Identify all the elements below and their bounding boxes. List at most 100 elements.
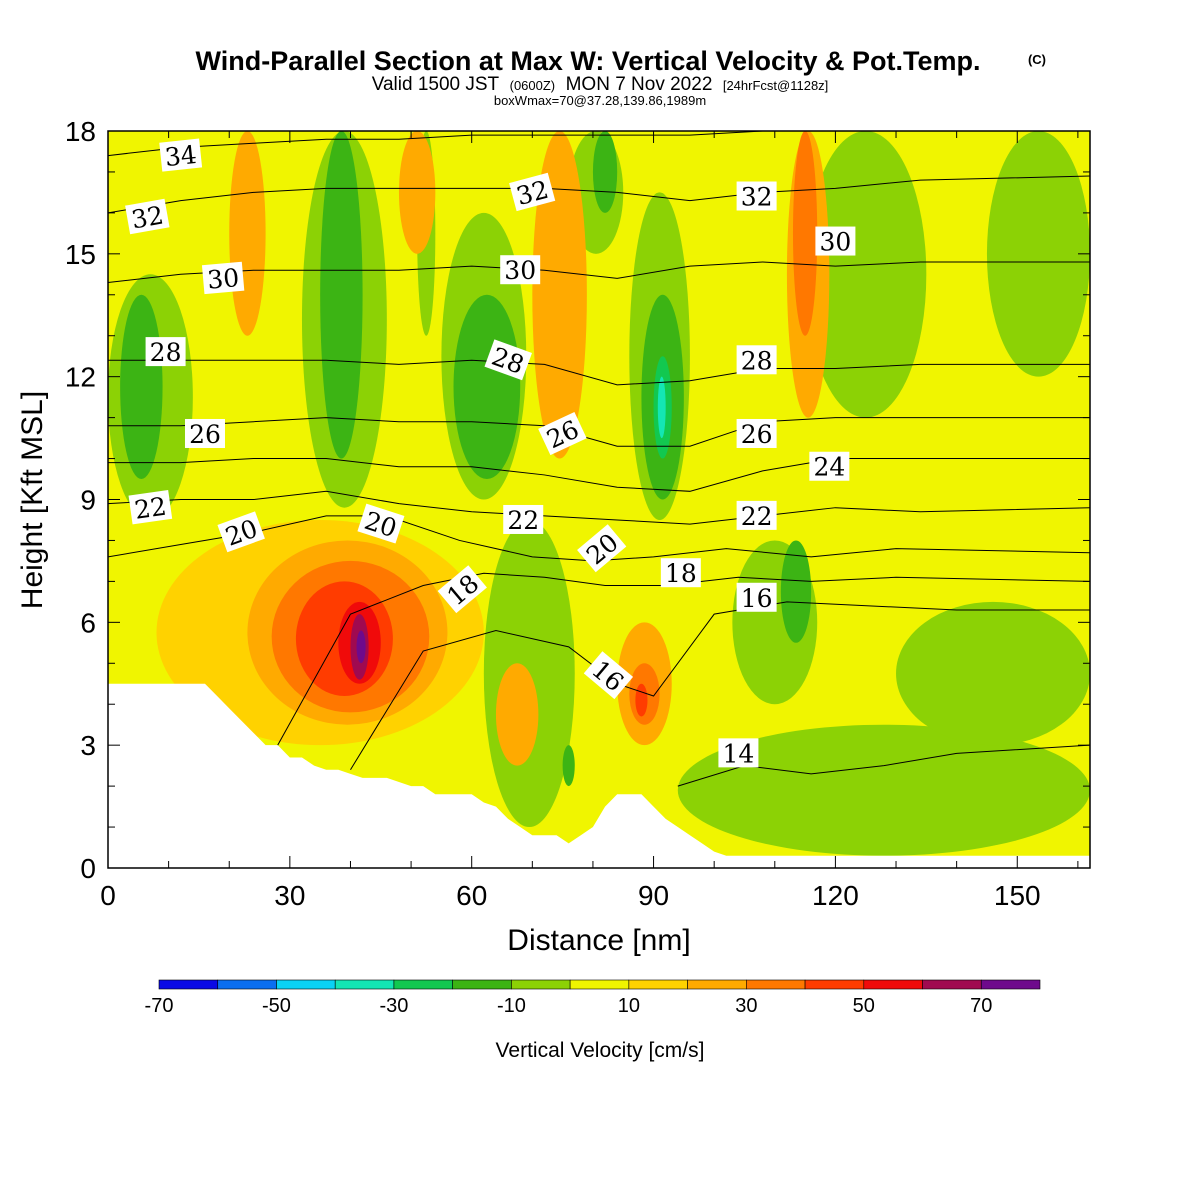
contour-label-box xyxy=(128,490,173,525)
contour-label-text: 22 xyxy=(133,492,169,525)
velocity-cell xyxy=(229,131,266,336)
colorbar-swatch xyxy=(276,979,336,990)
contour-label-box xyxy=(437,565,487,614)
velocity-cell xyxy=(356,630,366,664)
contour-label-text: 16 xyxy=(741,584,773,613)
x-axis-title: Distance [nm] xyxy=(507,924,690,957)
contour-label: 26 xyxy=(736,418,777,449)
contour-label-box xyxy=(509,172,556,212)
contour-label: 22 xyxy=(736,500,777,531)
contour-label: 16 xyxy=(736,582,777,613)
colorbar-title: Vertical Velocity [cm/s] xyxy=(496,1039,705,1062)
contour-label: 30 xyxy=(201,261,245,295)
copyright-mark: (C) xyxy=(1028,52,1046,67)
x-tick-label: 150 xyxy=(994,880,1041,911)
colorbar-swatch xyxy=(922,979,982,990)
contour-label-box xyxy=(583,651,634,700)
y-tick-label: 18 xyxy=(65,116,96,147)
velocity-cell xyxy=(562,745,575,787)
velocity-field xyxy=(108,131,1090,868)
valid-time-date: MON 7 Nov 2022 xyxy=(566,74,713,95)
colorbar-tick-label: 10 xyxy=(618,995,640,1017)
colorbar-swatch xyxy=(863,979,923,990)
velocity-cell xyxy=(780,540,812,643)
chart-titles: Wind-Parallel Section at Max W: Vertical… xyxy=(196,46,1047,108)
colorbar-tick-label: -30 xyxy=(379,995,408,1017)
velocity-cell xyxy=(896,601,1090,746)
colorbar-tick-label: -70 xyxy=(145,995,174,1017)
velocity-cell xyxy=(532,131,587,459)
contour-label: 30 xyxy=(500,255,541,285)
x-tick-label: 90 xyxy=(638,880,669,911)
colorbar-swatch xyxy=(804,979,865,990)
theta-contour-line xyxy=(677,744,1090,787)
contour-label-box xyxy=(736,582,777,612)
theta-contour-line xyxy=(277,572,1090,746)
y-tick-label: 12 xyxy=(65,362,96,393)
valid-time-utc: (0600Z) xyxy=(510,78,556,93)
contour-label-text: 30 xyxy=(820,228,852,257)
axes: 0 30 60 90 120 150 0 3 6 9 12 15 18 xyxy=(65,116,1090,911)
contour-label-box xyxy=(357,503,405,544)
contour-label: 22 xyxy=(128,490,173,525)
terrain xyxy=(108,683,1090,868)
velocity-cell xyxy=(120,294,163,480)
valid-time-prefix: Valid 1500 JST xyxy=(372,74,500,95)
colorbar-swatch xyxy=(511,979,571,990)
velocity-cell xyxy=(592,131,618,213)
theta-contour-line xyxy=(108,359,1090,386)
colorbar: -70 -50 -30 -10 10 30 50 70 xyxy=(145,979,1041,1017)
theta-contour-line xyxy=(108,131,1090,157)
colorbar-swatch xyxy=(334,979,395,990)
contour-label: 32 xyxy=(736,181,777,212)
contour-label: 34 xyxy=(159,138,203,172)
velocity-cell xyxy=(453,294,521,480)
contour-label: 22 xyxy=(503,504,544,535)
theta-contour-line xyxy=(108,261,1090,283)
colorbar-tick-label: -10 xyxy=(497,995,526,1017)
contour-label-text: 30 xyxy=(504,256,536,285)
colorbar-swatch xyxy=(980,979,1041,990)
y-tick-label: 0 xyxy=(80,853,96,884)
velocity-cell xyxy=(495,663,539,766)
contour-label: 24 xyxy=(809,451,850,482)
colorbar-swatch xyxy=(393,979,453,990)
colorbar-swatch xyxy=(217,979,277,990)
contour-label-box xyxy=(217,511,265,553)
contour-label-box xyxy=(159,138,203,172)
theta-contour-line xyxy=(108,490,1090,525)
colorbar-swatch xyxy=(628,979,688,990)
contour-label: 18 xyxy=(660,558,701,588)
contour-label-box xyxy=(736,418,777,448)
contour-label-text: 24 xyxy=(813,453,845,482)
box-wmax-info: boxWmax=70@37.28,139.86,1989m xyxy=(494,93,706,108)
contour-label: 28 xyxy=(736,345,777,375)
x-tick-label: 30 xyxy=(274,880,305,911)
colorbar-tick-label: 30 xyxy=(735,995,757,1017)
contour-label-box xyxy=(736,345,777,375)
velocity-cell xyxy=(320,131,363,459)
y-tick-label: 3 xyxy=(80,730,96,761)
contour-label-text: 26 xyxy=(741,420,773,449)
velocity-cell xyxy=(792,131,818,336)
contour-label-text: 18 xyxy=(665,559,697,588)
forecast-info: [24hrFcst@1128z] xyxy=(723,78,828,93)
colorbar-swatch xyxy=(687,979,747,990)
colorbar-swatch xyxy=(746,979,806,990)
contour-label-text: 30 xyxy=(206,263,240,295)
contour-label-box xyxy=(660,558,701,588)
y-tick-label: 6 xyxy=(80,607,96,638)
contour-label-box xyxy=(736,181,777,211)
contour-label-text: 34 xyxy=(163,140,198,172)
contour-label-box xyxy=(538,411,587,456)
contour-label-box xyxy=(201,261,245,295)
colorbar-tick-label: 70 xyxy=(970,995,992,1017)
contour-label: 30 xyxy=(815,226,856,257)
theta-contour-line xyxy=(350,601,1090,770)
contour-label-text: 22 xyxy=(507,506,539,535)
contour-label-box xyxy=(500,255,541,285)
x-tick-label: 0 xyxy=(100,880,116,911)
velocity-cell xyxy=(805,131,927,418)
